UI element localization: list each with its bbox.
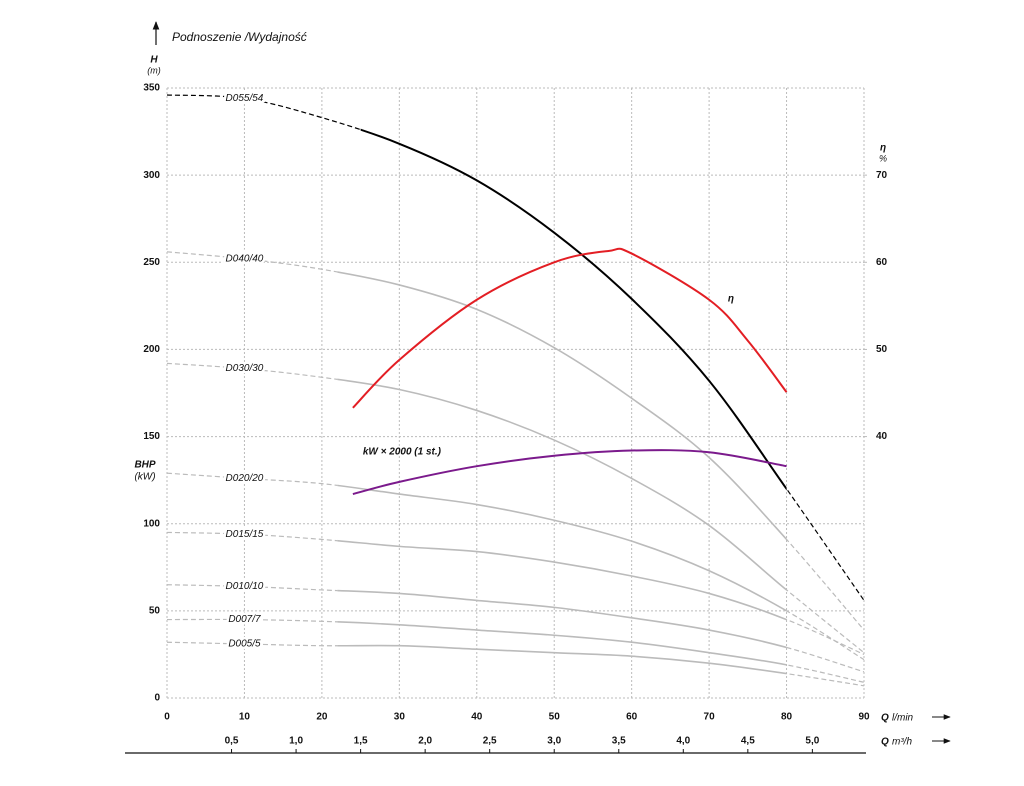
curve-dashed [166, 531, 865, 655]
x2-unit: m³/h [892, 737, 912, 748]
y-tick-label: 150 [143, 431, 160, 442]
y3-unit: (kW) [134, 472, 155, 483]
x2-tick-label: 4,5 [741, 736, 755, 747]
x2-label: Q [881, 737, 889, 748]
y2-label: η [880, 143, 886, 154]
curve-label: D030/30 [226, 363, 264, 374]
x2-tick-label: 4,0 [676, 736, 690, 747]
y-tick-label: 0 [154, 693, 160, 704]
x2-tick-label: 1,5 [354, 736, 368, 747]
x-unit: l/min [892, 713, 914, 724]
curve [360, 128, 787, 491]
y3-label: BHP [134, 460, 155, 471]
y2-tick-label: 50 [876, 344, 888, 355]
y-tick-label: 350 [143, 83, 160, 94]
curve [337, 539, 787, 621]
curve-label: D055/54 [226, 93, 264, 104]
x-tick-label: 60 [626, 712, 638, 723]
curve-dashed [166, 584, 865, 673]
x-tick-label: 0 [164, 712, 170, 723]
curve-label: D010/10 [226, 581, 264, 592]
x2-tick-label: 2,0 [418, 736, 432, 747]
x2-tick-label: 3,5 [612, 736, 626, 747]
x-tick-label: 40 [471, 712, 483, 723]
curve-label: D015/15 [226, 529, 264, 540]
x2-tick-label: 3,0 [547, 736, 561, 747]
x-tick-label: 90 [858, 712, 870, 723]
y-tick-label: 100 [143, 518, 160, 529]
x-label: Q [881, 713, 889, 724]
y-tick-label: 250 [143, 257, 160, 268]
x2-tick-label: 0,5 [225, 736, 239, 747]
curve [337, 271, 787, 541]
y-tick-label: 300 [143, 170, 160, 181]
y2-unit: % [879, 153, 887, 163]
y-tick-label: 50 [149, 605, 161, 616]
x-tick-label: 70 [704, 712, 716, 723]
x-tick-label: 80 [781, 712, 793, 723]
y2-tick-label: 60 [876, 257, 888, 268]
x-tick-label: 30 [394, 712, 406, 723]
curve [337, 644, 787, 675]
curve-dashed [166, 251, 865, 631]
chart-title: Podnoszenie /Wydajność [172, 30, 307, 44]
x2-tick-label: 5,0 [805, 736, 819, 747]
curve [352, 247, 788, 409]
curve [337, 621, 787, 666]
x-tick-label: 50 [549, 712, 561, 723]
curve-label: D020/20 [226, 473, 264, 484]
x-tick-label: 10 [239, 712, 251, 723]
curve [337, 589, 787, 649]
curve-label: η [728, 293, 734, 304]
y-label: H [150, 55, 158, 66]
y2-tick-label: 40 [876, 431, 888, 442]
x2-tick-label: 1,0 [289, 736, 303, 747]
curve [337, 378, 787, 591]
x2-tick-label: 2,5 [483, 736, 497, 747]
y-tick-label: 200 [143, 344, 160, 355]
curve-label: D040/40 [226, 253, 264, 264]
y2-tick-label: 70 [876, 170, 888, 181]
curve-dashed [166, 641, 865, 687]
curve [337, 484, 787, 612]
curve-label: kW × 2000 (1 st.) [363, 447, 442, 458]
curve [352, 449, 787, 496]
y-unit: (m) [147, 65, 161, 75]
x-tick-label: 20 [316, 712, 328, 723]
curve-dashed [166, 94, 865, 601]
curve-label: D005/5 [228, 639, 261, 650]
curve-label: D007/7 [228, 614, 261, 625]
